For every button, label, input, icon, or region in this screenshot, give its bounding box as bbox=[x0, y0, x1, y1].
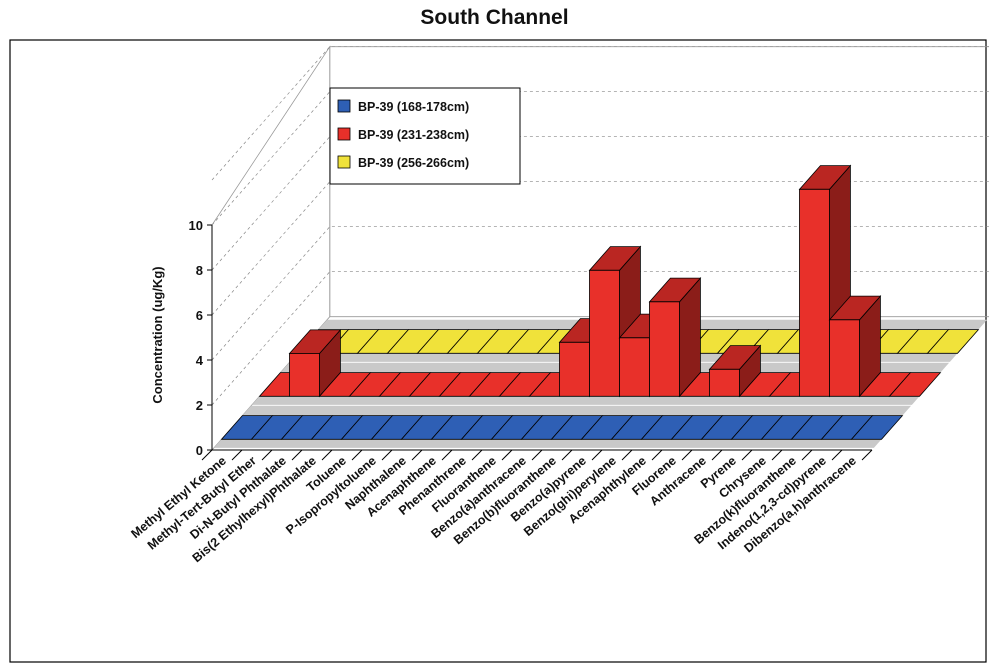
y-tick-label: 2 bbox=[196, 398, 203, 413]
x-tick-mark bbox=[801, 449, 813, 461]
y-axis-label: Concentration (ug/Kg) bbox=[150, 266, 165, 403]
gridline bbox=[211, 181, 989, 316]
bar bbox=[649, 301, 680, 397]
legend-swatch bbox=[337, 155, 351, 169]
chart-title: South Channel bbox=[420, 6, 569, 29]
legend: BP-39 (168-178cm) BP-39 (231-238cm) BP-39 … bbox=[329, 87, 521, 185]
y-tick-label: 10 bbox=[189, 218, 203, 233]
legend-label: BP-39 (168-178cm) bbox=[358, 100, 469, 114]
gridline bbox=[211, 226, 989, 361]
x-tick-mark bbox=[381, 449, 393, 461]
x-tick-mark bbox=[441, 449, 453, 461]
x-tick-mark bbox=[831, 449, 843, 461]
bar-tile bbox=[926, 329, 980, 354]
x-tick-mark bbox=[651, 449, 663, 461]
gridline bbox=[211, 46, 989, 181]
x-tick-mark bbox=[321, 449, 333, 461]
bar bbox=[829, 319, 860, 397]
x-tick-mark bbox=[471, 449, 483, 461]
legend-swatch bbox=[337, 99, 351, 113]
bar bbox=[559, 341, 590, 397]
x-tick-mark bbox=[711, 449, 723, 461]
y-tick-label: 8 bbox=[196, 263, 203, 278]
x-tick-mark bbox=[201, 449, 213, 461]
bar bbox=[709, 368, 740, 397]
legend-box bbox=[329, 87, 521, 185]
y-tick-label: 4 bbox=[196, 353, 204, 368]
x-tick-mark bbox=[231, 449, 243, 461]
bar-tile bbox=[888, 372, 942, 397]
gridline bbox=[211, 136, 989, 271]
legend-swatch bbox=[337, 127, 351, 141]
x-tick-mark bbox=[351, 449, 363, 461]
bar-tile bbox=[850, 415, 904, 440]
gridline bbox=[211, 271, 989, 406]
bars bbox=[220, 164, 980, 440]
y-tick-label: 6 bbox=[196, 308, 203, 323]
legend-label: BP-39 (231-238cm) bbox=[358, 128, 469, 142]
x-tick-mark bbox=[261, 449, 273, 461]
y-tick-label: 0 bbox=[196, 443, 203, 458]
bar bbox=[289, 353, 320, 397]
bar bbox=[799, 188, 830, 397]
x-tick-mark bbox=[291, 449, 303, 461]
x-tick-mark bbox=[681, 449, 693, 461]
x-tick-mark bbox=[411, 449, 423, 461]
x-tick-mark bbox=[591, 449, 603, 461]
x-tick-mark bbox=[531, 449, 543, 461]
bar bbox=[589, 269, 620, 397]
bar bbox=[619, 337, 650, 397]
chart-frame bbox=[9, 39, 987, 663]
x-tick-mark bbox=[771, 449, 783, 461]
legend-label: BP-39 (256-266cm) bbox=[358, 156, 469, 170]
x-tick-mark bbox=[561, 449, 573, 461]
gridline bbox=[211, 91, 989, 226]
x-tick-mark bbox=[741, 449, 753, 461]
x-tick-mark bbox=[861, 449, 873, 461]
x-tick-mark bbox=[621, 449, 633, 461]
x-tick-mark bbox=[501, 449, 513, 461]
